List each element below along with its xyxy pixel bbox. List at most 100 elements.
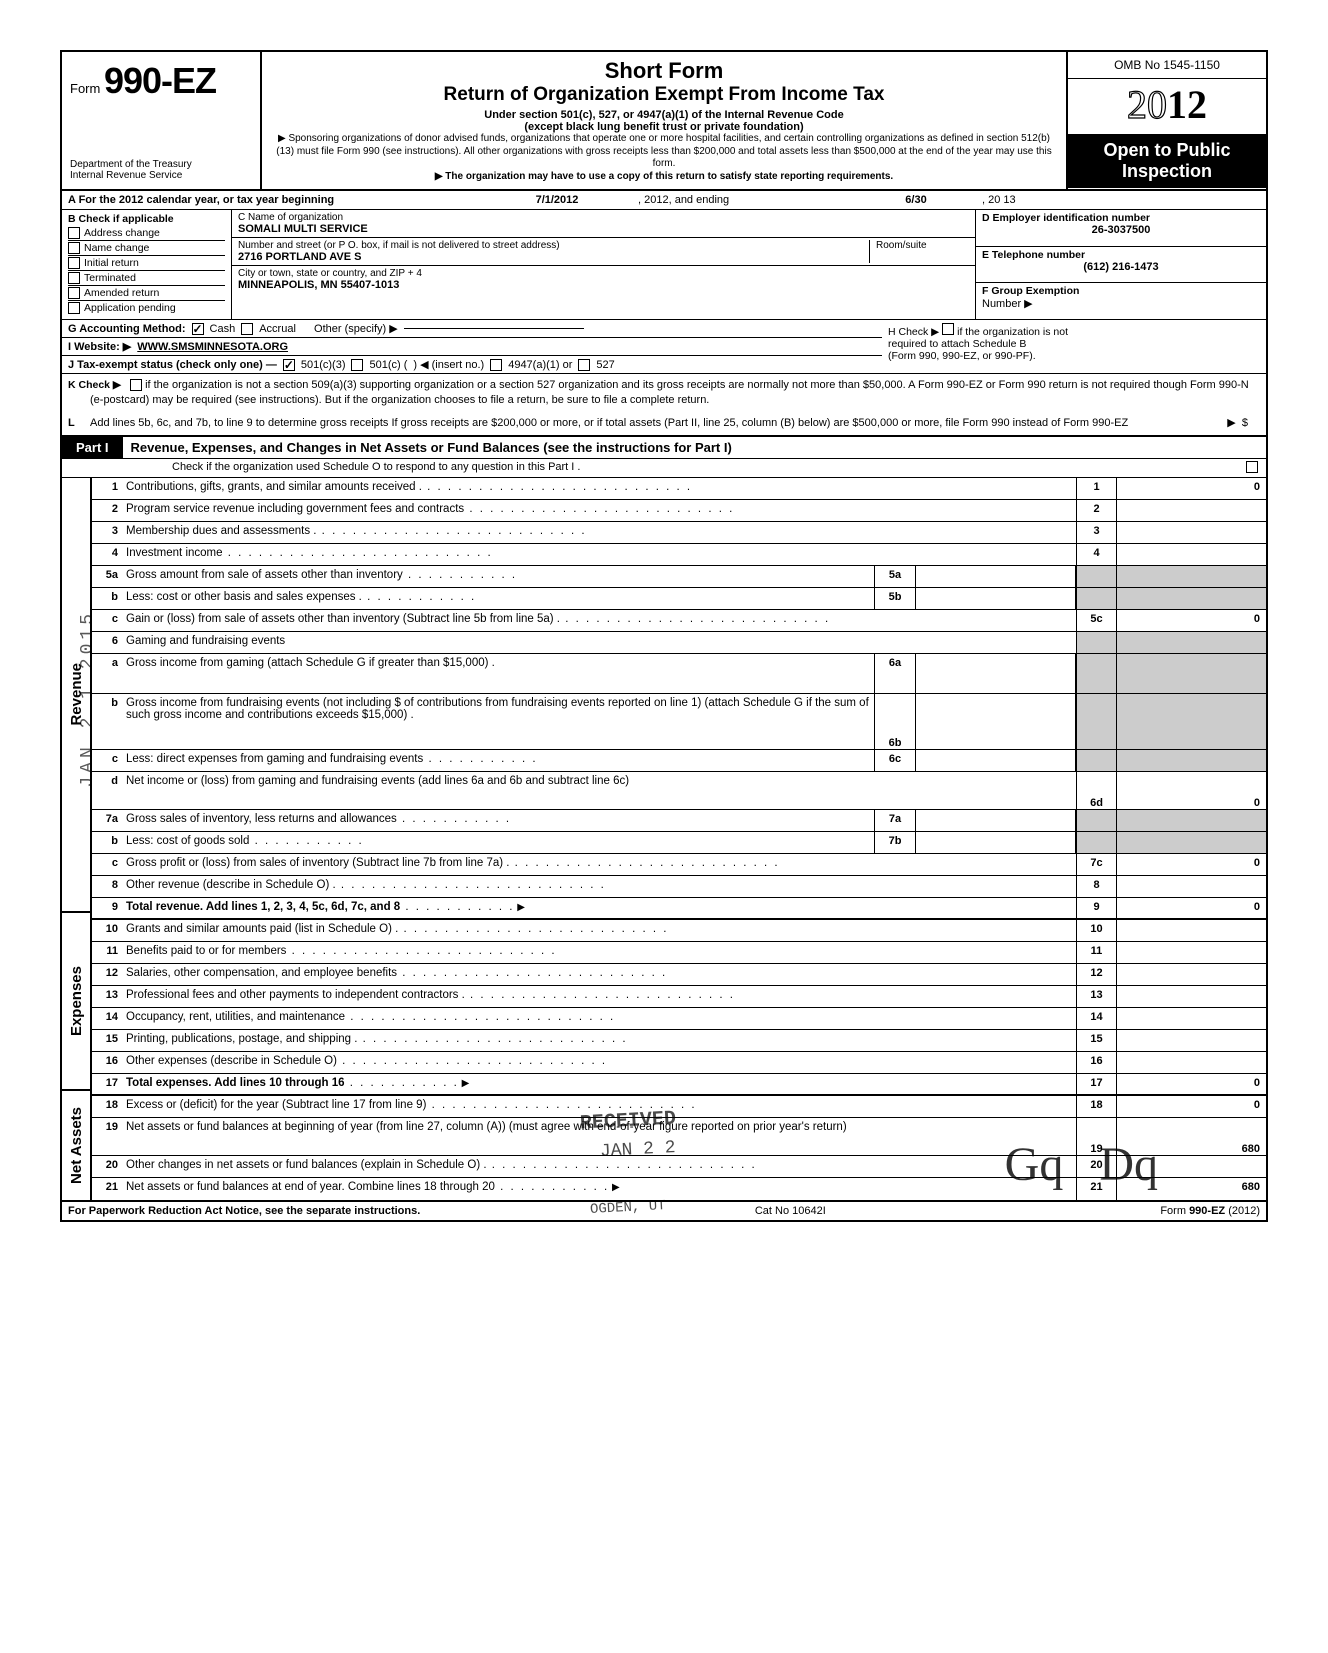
line-14: 14Occupancy, rent, utilities, and mainte… <box>92 1008 1266 1030</box>
line-1: 1Contributions, gifts, grants, and simil… <box>92 478 1266 500</box>
checkbox-icon <box>68 302 80 314</box>
ldesc: Program service revenue including govern… <box>126 500 1076 521</box>
lnum: 2 <box>92 500 126 521</box>
rbox: 12 <box>1076 964 1116 985</box>
ldesc: Occupancy, rent, utilities, and maintena… <box>126 1008 1076 1029</box>
checkbox-icon <box>68 287 80 299</box>
line-5c: cGain or (loss) from sale of assets othe… <box>92 610 1266 632</box>
rbox: 9 <box>1076 898 1116 918</box>
chk-527[interactable] <box>578 359 590 371</box>
rval <box>1116 876 1266 897</box>
chk-label: Initial return <box>84 257 139 269</box>
rbox: 16 <box>1076 1052 1116 1073</box>
d-ein: D Employer identification number 26-3037… <box>976 210 1266 247</box>
footer-right-bold: 990-EZ <box>1189 1205 1225 1217</box>
footer-right-pre: Form <box>1160 1205 1189 1217</box>
rbox-shade <box>1076 654 1116 693</box>
line-9: 9Total revenue. Add lines 1, 2, 3, 4, 5c… <box>92 898 1266 920</box>
rval <box>1116 920 1266 941</box>
chk-name-change[interactable]: Name change <box>68 242 225 256</box>
line-4: 4Investment income4 <box>92 544 1266 566</box>
title-short-form: Short Form <box>270 58 1058 84</box>
lnum: 10 <box>92 920 126 941</box>
c-city-row: City or town, state or country, and ZIP … <box>232 266 975 319</box>
midval <box>916 694 1076 749</box>
footer-right: Form 990-EZ (2012) <box>1160 1205 1260 1217</box>
c-city-label: City or town, state or country, and ZIP … <box>238 268 969 279</box>
lnum: 15 <box>92 1030 126 1051</box>
rval-shade <box>1116 832 1266 853</box>
j2: 501(c) ( <box>369 359 407 371</box>
rval-shade <box>1116 810 1266 831</box>
ldesc: Less: cost of goods sold <box>126 832 874 853</box>
ldesc: Gaming and fundraising events <box>126 632 1076 653</box>
col-b-hdr: B Check if applicable <box>68 213 225 225</box>
rbox: 11 <box>1076 942 1116 963</box>
row-ghij: G Accounting Method: Cash Accrual Other … <box>62 320 1266 374</box>
midval <box>916 588 1076 609</box>
line-15: 15Printing, publications, postage, and s… <box>92 1030 1266 1052</box>
line-8: 8Other revenue (describe in Schedule O) … <box>92 876 1266 898</box>
header-row: Form 990-EZ Department of the Treasury I… <box>62 52 1266 191</box>
lnum: 17 <box>92 1074 126 1094</box>
chk-501c3[interactable] <box>283 359 295 371</box>
ldesc: Less: cost or other basis and sales expe… <box>126 588 874 609</box>
midbox: 6c <box>874 750 916 771</box>
footer-mid: Cat No 10642I <box>755 1205 826 1217</box>
chk-app-pending[interactable]: Application pending <box>68 302 225 315</box>
ghij-right: H Check ▶ if the organization is not req… <box>882 320 1262 373</box>
col-c: C Name of organization SOMALI MULTI SERV… <box>232 210 976 319</box>
rbox: 17 <box>1076 1074 1116 1094</box>
chk-4947[interactable] <box>490 359 502 371</box>
ldesc: Other revenue (describe in Schedule O) . <box>126 876 1076 897</box>
ldesc: Less: direct expenses from gaming and fu… <box>126 750 874 771</box>
chk-cash[interactable] <box>192 323 204 335</box>
chk-initial-return[interactable]: Initial return <box>68 257 225 271</box>
rval: 0 <box>1116 854 1266 875</box>
form-number-big: 990-EZ <box>104 60 216 101</box>
midval <box>916 832 1076 853</box>
midbox: 7a <box>874 810 916 831</box>
chk-terminated[interactable]: Terminated <box>68 272 225 286</box>
lnum: c <box>92 854 126 875</box>
c-name-row: C Name of organization SOMALI MULTI SERV… <box>232 210 975 238</box>
chk-label: Name change <box>84 242 149 254</box>
rval <box>1116 986 1266 1007</box>
year-end: 6/30 <box>856 191 976 209</box>
open-to-public: Open to Public Inspection <box>1068 134 1266 188</box>
row-a: A For the 2012 calendar year, or tax yea… <box>62 191 1266 210</box>
line-7c: cGross profit or (loss) from sales of in… <box>92 854 1266 876</box>
line-g: G Accounting Method: Cash Accrual Other … <box>62 320 882 338</box>
line-2: 2Program service revenue including gover… <box>92 500 1266 522</box>
chk-schedule-o[interactable] <box>1246 461 1258 473</box>
para-l: Add lines 5b, 6c, and 7b, to line 9 to d… <box>62 412 1266 437</box>
h2: if the organization is not <box>957 326 1068 338</box>
chk-k[interactable] <box>130 379 142 391</box>
chk-accrual[interactable] <box>241 323 253 335</box>
chk-h[interactable] <box>942 323 954 335</box>
ldesc: Other changes in net assets or fund bala… <box>126 1156 1076 1177</box>
chk-address-change[interactable]: Address change <box>68 227 225 241</box>
lnum: 13 <box>92 986 126 1007</box>
j5: 527 <box>596 359 614 371</box>
org-city: MINNEAPOLIS, MN 55407-1013 <box>238 279 969 291</box>
line-18: 18Excess or (deficit) for the year (Subt… <box>92 1096 1266 1118</box>
line-6: 6Gaming and fundraising events <box>92 632 1266 654</box>
line-10: 10Grants and similar amounts paid (list … <box>92 920 1266 942</box>
rbox-shade <box>1076 588 1116 609</box>
ldesc: Gross income from fundraising events (no… <box>126 694 874 749</box>
rval-shade <box>1116 694 1266 749</box>
chk-amended[interactable]: Amended return <box>68 287 225 301</box>
rbox: 1 <box>1076 478 1116 499</box>
midval <box>916 750 1076 771</box>
g-label: G Accounting Method: <box>68 323 186 335</box>
lnum: 8 <box>92 876 126 897</box>
rval <box>1116 1030 1266 1051</box>
chk-501c[interactable] <box>351 359 363 371</box>
ldesc: Professional fees and other payments to … <box>126 986 1076 1007</box>
part1-title: Revenue, Expenses, and Changes in Net As… <box>123 437 1266 458</box>
lnum: 16 <box>92 1052 126 1073</box>
ldesc: Net assets or fund balances at beginning… <box>126 1118 1076 1155</box>
ldesc: Gross profit or (loss) from sales of inv… <box>126 854 1076 875</box>
f-group: F Group Exemption Number ▶ <box>976 283 1266 319</box>
